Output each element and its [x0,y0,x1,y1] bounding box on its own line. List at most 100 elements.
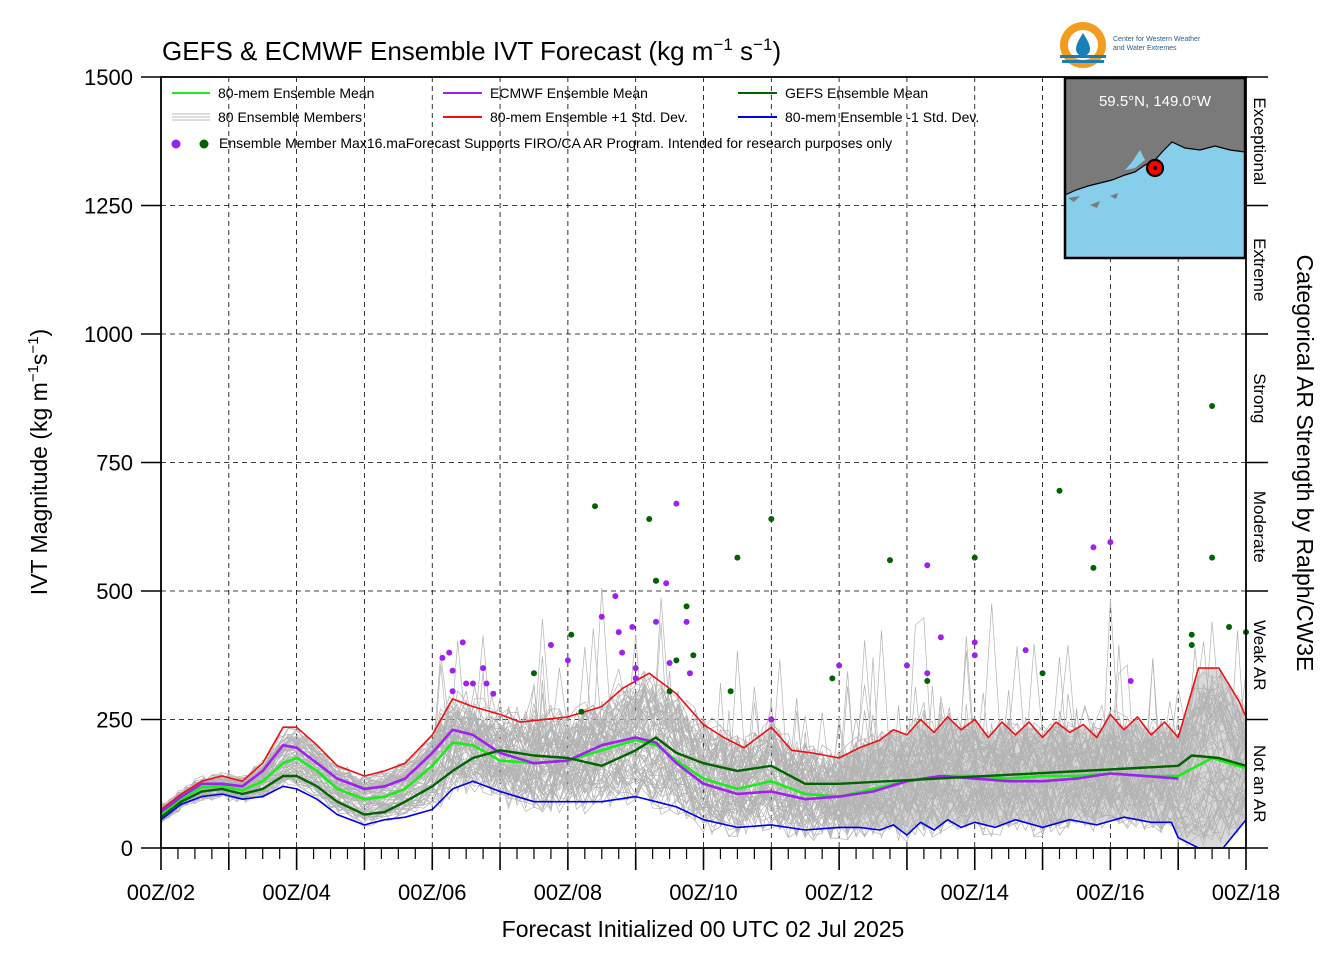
y-tick-label: 0 [121,836,133,861]
series-line [161,728,1179,814]
logo-line1: Center for Western Weather [1113,36,1201,43]
legend-members: 80 Ensemble Members [218,109,362,125]
ecmwf-max-point [971,652,978,659]
legend-minus-std: 80-mem Ensemble -1 Std. Dev. [785,109,979,125]
ecmwf-max-point [924,670,931,677]
inset-map: 59.5°N, 149.0°W [1063,76,1247,260]
y-tick-label: 1000 [84,322,133,347]
gefs-max-point [683,603,690,610]
ecmwf-max-point [653,618,660,625]
gefs-max-point [690,652,697,659]
ensemble-members [161,587,1246,848]
ecmwf-max-point [619,649,626,656]
gefs-max-point [646,516,653,523]
x-tick-label: 00Z/12 [805,880,874,905]
gefs-max-point [1090,564,1097,571]
inset-land [1065,78,1245,195]
gefs-max-point [530,670,537,677]
legend-gefs-dot [199,139,209,149]
gefs-max-point [653,577,660,584]
x-tick-label: 00Z/08 [534,880,603,905]
ecmwf-max-point [836,662,843,669]
ensemble-member-line [161,688,1246,810]
chart-title: GEFS & ECMWF Ensemble IVT Forecast (kg m… [162,35,781,66]
ecmwf-max-point [612,593,619,600]
ecmwf-max-point [615,629,622,636]
max-points [439,402,1249,723]
ensemble-member-line [161,700,1246,820]
gefs-max-point [1039,670,1046,677]
grid [161,77,1246,848]
ecmwf-max-point [463,680,470,687]
ecmwf-max-point [439,654,446,661]
category-label: Moderate [1250,491,1269,563]
ecmwf-max-point [1090,544,1097,551]
ecmwf-max-point [564,657,571,664]
ecmwf-max-point [673,500,680,507]
category-label: Strong [1250,373,1269,423]
category-label: Weak AR [1250,620,1269,691]
gefs-max-point [727,688,734,695]
right-axis-label: Categorical AR Strength by Ralph/CW3E [1292,255,1318,672]
x-tick-label: 00Z/06 [398,880,467,905]
ecmwf-max-point [632,675,639,682]
axes: 0 250 500 750 1000 1250 1500 00Z/02 00Z/04 00Z/06… [84,65,1280,905]
ecmwf-max-point [480,665,487,672]
series-line [161,738,1246,816]
cw3e-logo: Center for Western Weather and Water Ext… [1060,22,1201,68]
gefs-max-point [924,677,931,684]
y-tick-label: 250 [96,708,133,733]
series-line [161,780,1246,848]
ensemble-member-line [161,668,1246,805]
ensemble-member-line [161,690,1246,836]
gefs-max-point [1188,641,1195,648]
ecmwf-max-point [937,634,944,641]
gefs-max-point [768,516,775,523]
x-tick-label: 00Z/14 [941,880,1010,905]
ecmwf-max-point [632,665,639,672]
gefs-max-point [666,688,673,695]
gefs-max-point [829,675,836,682]
ecmwf-max-point [449,667,456,674]
legend-mean: 80-mem Ensemble Mean [218,85,374,101]
gefs-max-point [1226,623,1233,630]
gefs-max-point [592,503,598,510]
y-axis-label: IVT Magnitude (kg m−1s−1) [25,329,52,595]
y-tick-label: 500 [96,579,133,604]
legend-gefs: GEFS Ensemble Mean [785,85,928,101]
inset-frame [1063,76,1247,260]
x-axis-label: Forecast Initialized 00 UTC 02 Jul 2025 [502,916,905,942]
y-tick-label: 1250 [84,194,133,219]
ecmwf-max-point [768,716,775,723]
ecmwf-max-point [924,562,931,569]
ensemble-member-line [161,672,1246,810]
series-line [161,667,1246,811]
water-drop-icon [1076,33,1090,56]
series-lines [161,667,1246,848]
legend-ecmwf-dot [171,139,181,149]
gefs-max-point [578,708,585,715]
x-tick-label: 00Z/02 [127,880,196,905]
gefs-max-point [1209,554,1216,561]
ecmwf-max-point [971,639,978,646]
legend-max: Ensemble Member Max16.maForecast Support… [219,135,892,151]
ensemble-member-line [161,636,1246,813]
y-tick-label: 750 [96,451,133,476]
gefs-max-point [1056,487,1063,494]
gefs-max-point [971,554,978,561]
ecmwf-max-point [683,618,690,625]
ecmwf-max-point [1107,539,1114,546]
gefs-max-point [1188,631,1195,638]
x-tick-label: 00Z/16 [1076,880,1145,905]
ecmwf-max-point [483,680,490,687]
legend: 80-mem Ensemble Mean 80 Ensemble Members… [171,85,979,151]
ecmwf-max-point [686,670,693,677]
legend-plus-std: 80-mem Ensemble +1 Std. Dev. [490,109,688,125]
gefs-max-point [568,631,575,638]
x-tick-label: 00Z/10 [669,880,738,905]
category-label: Exceptional [1250,97,1269,185]
ecmwf-max-point [666,659,673,666]
gefs-max-point [1209,402,1216,409]
category-label: Extreme [1250,238,1269,301]
